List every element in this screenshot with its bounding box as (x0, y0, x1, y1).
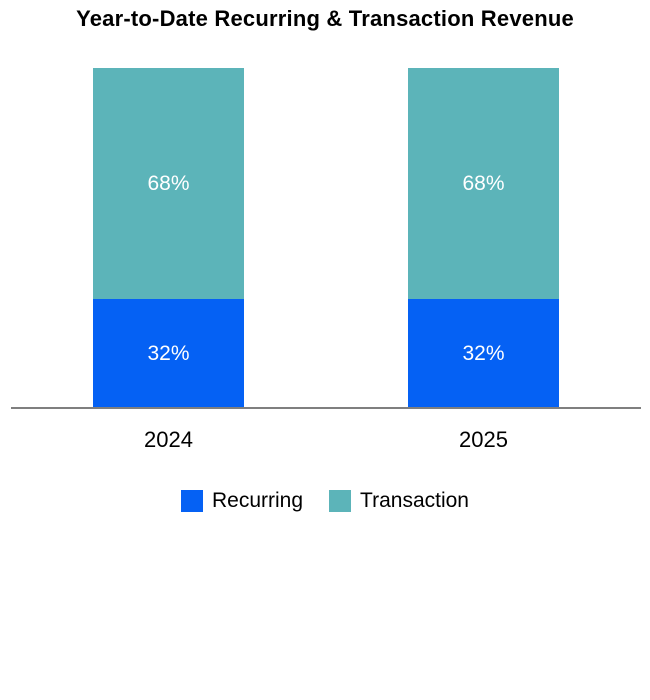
bar-2024-recurring-segment[interactable]: 32% (93, 299, 244, 408)
bar-2024-transaction-label: 68% (147, 171, 190, 195)
bar-2024-transaction-segment[interactable]: 68% (93, 68, 244, 300)
legend-label-recurring: Recurring (212, 489, 304, 512)
bar-2025: 68% 32% (408, 68, 559, 408)
legend-item-recurring[interactable]: Recurring (181, 489, 303, 513)
bar-2025-recurring-segment[interactable]: 32% (408, 299, 559, 408)
legend-item-transaction[interactable]: Transaction (329, 489, 469, 513)
bar-2024: 68% 32% (93, 68, 244, 408)
x-tick-2024: 2024 (144, 427, 193, 452)
legend: Recurring Transaction (0, 489, 650, 513)
transaction-swatch-icon (329, 490, 352, 512)
legend-label-transaction: Transaction (360, 489, 469, 512)
x-tick-2025: 2025 (459, 427, 508, 452)
bar-2025-transaction-label: 68% (462, 171, 505, 195)
chart-title: Year-to-Date Recurring & Transaction Rev… (76, 6, 574, 31)
bar-2024-recurring-label: 32% (147, 341, 190, 365)
bar-2025-transaction-segment[interactable]: 68% (408, 68, 559, 300)
bar-2025-recurring-label: 32% (462, 341, 505, 365)
x-axis-line (11, 407, 641, 409)
recurring-swatch-icon (181, 490, 203, 512)
